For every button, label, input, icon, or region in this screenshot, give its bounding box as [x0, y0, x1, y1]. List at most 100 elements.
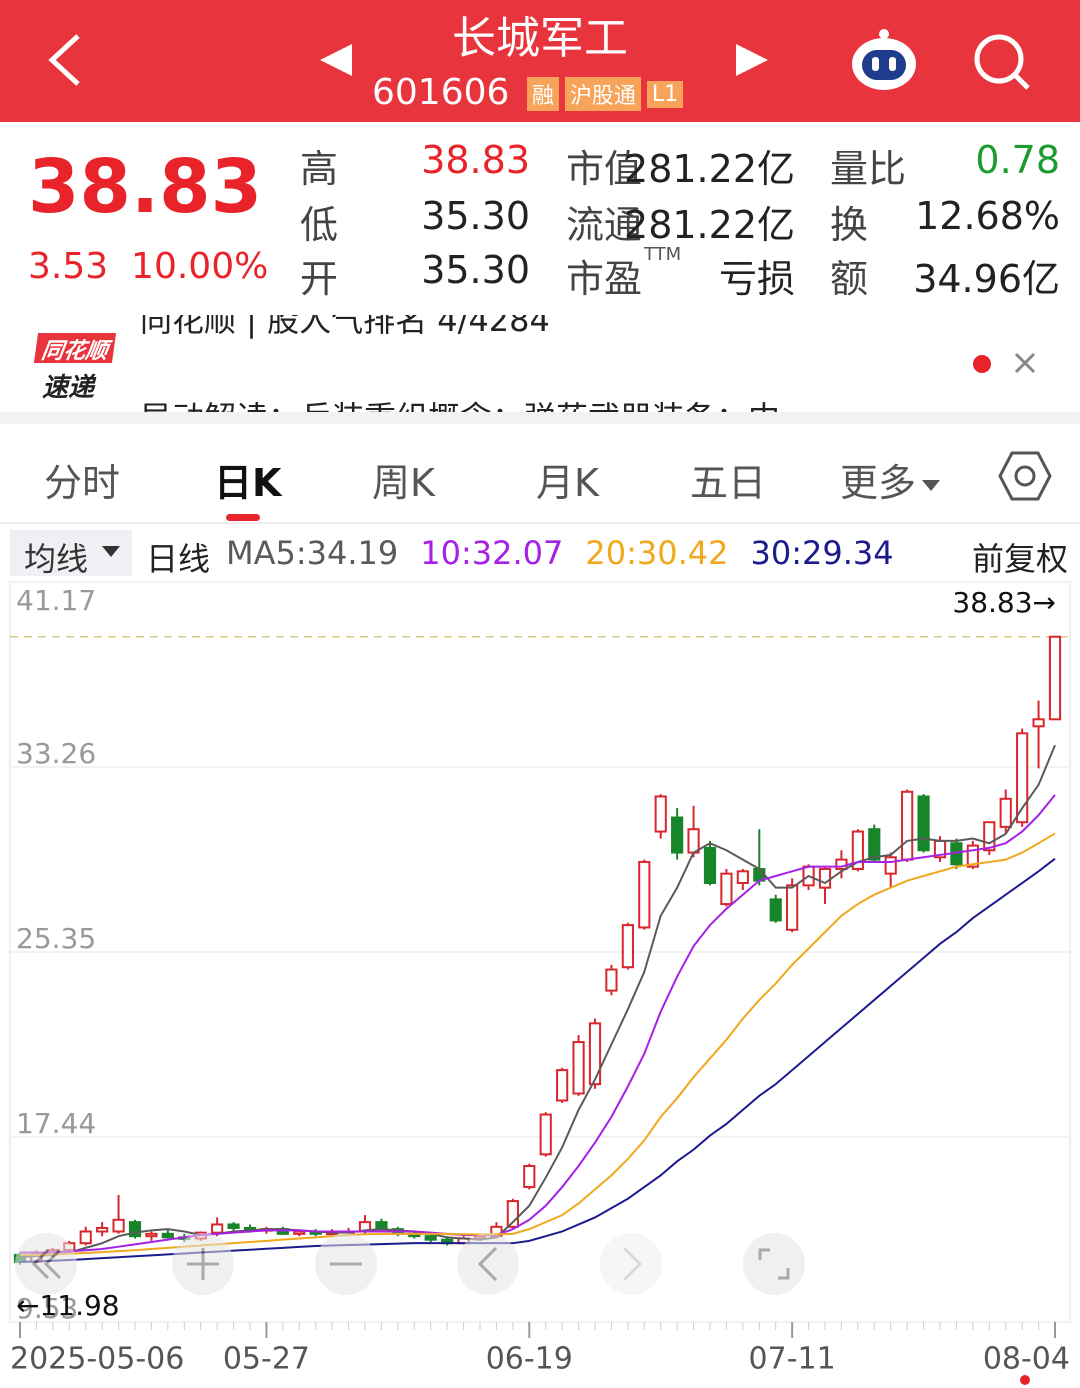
- stat-label: 额: [830, 257, 869, 301]
- ma-button[interactable]: 均线: [10, 530, 132, 578]
- stat-label: 流通: [566, 203, 643, 247]
- news-bar: 同花顺 速递 同花顺 | 股人气排名 4/4284 异动解读：兵装重组概念；弹药…: [0, 315, 1080, 412]
- stock-code-row: 601606 融沪股通 L1: [372, 72, 684, 113]
- back-button[interactable]: [40, 30, 90, 90]
- news-line[interactable]: 异动解读：兵装重组概念；弹药武器装备；中: [140, 393, 780, 412]
- scroll-left-button[interactable]: [457, 1233, 519, 1295]
- badge: 沪股通: [564, 77, 641, 111]
- candle-body: [572, 1041, 585, 1095]
- stat-label: 低: [300, 203, 339, 247]
- candle-body: [506, 1200, 519, 1228]
- stat-value: 281.22亿: [624, 147, 795, 191]
- candle-body: [1032, 718, 1045, 728]
- next-stock[interactable]: [734, 42, 770, 78]
- candle-body: [851, 830, 864, 870]
- period-label: 日线: [146, 540, 211, 578]
- stat-value: 38.83: [421, 138, 530, 182]
- x-tick-label: 08-04: [983, 1342, 1070, 1377]
- settings-icon[interactable]: [998, 450, 1052, 502]
- candle-body: [1016, 732, 1029, 824]
- x-tick-label: 05-27: [223, 1342, 310, 1377]
- y-tick-label: 25.35: [16, 922, 96, 955]
- ma-button-label: 均线: [24, 540, 89, 578]
- legend-item: MA5:34.19: [226, 534, 399, 572]
- x-tick-label: 2025-05-06: [10, 1342, 184, 1377]
- legend-item: 10:32.07: [420, 534, 564, 572]
- candle-body: [818, 867, 832, 889]
- quote-panel: 38.83 3.53 10.00% 高 38.83 市值 281.22亿 量比 0.78 低…: [0, 122, 1080, 315]
- scroll-right-button[interactable]: [600, 1233, 662, 1295]
- stat-label: 市值: [566, 147, 643, 191]
- zoom-in-button[interactable]: [172, 1233, 234, 1295]
- news-logo-bottom: 速递: [42, 373, 95, 403]
- scroll-start-button[interactable]: [15, 1233, 77, 1295]
- candle-body: [720, 872, 733, 906]
- candle-body: [588, 1022, 602, 1086]
- stat-value: 0.78: [975, 138, 1060, 182]
- candle-body: [835, 858, 848, 870]
- high-label: 38.83→: [952, 586, 1056, 619]
- stat-value: 12.68%: [915, 194, 1060, 238]
- zoom-out-button[interactable]: [315, 1233, 377, 1295]
- candle-body: [786, 884, 799, 931]
- x-tick-label: 07-11: [749, 1342, 836, 1377]
- candle-body: [868, 828, 881, 861]
- candle-body: [605, 968, 618, 992]
- stock-code: 601606: [372, 72, 510, 113]
- candle-body: [523, 1165, 536, 1189]
- stat-value: 34.96亿: [913, 257, 1060, 301]
- stat-label-sup: TTM: [644, 244, 682, 265]
- candle-body: [999, 797, 1012, 828]
- news-line[interactable]: 同花顺 | 股人气排名 4/4284: [140, 315, 550, 339]
- divider: [0, 412, 1080, 424]
- news-logo-top: 同花顺: [33, 333, 117, 364]
- chart-controls: [15, 1233, 805, 1295]
- candle-body: [901, 790, 914, 861]
- news-controls[interactable]: [966, 347, 1046, 383]
- search-icon[interactable]: [972, 32, 1032, 92]
- ma-line: [20, 832, 1056, 1256]
- candle-body: [556, 1069, 569, 1102]
- tab[interactable]: 分时: [44, 461, 121, 505]
- stat-label: 开: [300, 257, 339, 301]
- candle-body: [917, 795, 930, 852]
- ma-line: [20, 794, 1056, 1254]
- stat-label: 换: [830, 203, 869, 247]
- tab[interactable]: 月K: [536, 461, 599, 505]
- x-tick-label: 06-19: [486, 1342, 573, 1377]
- stat-value: 35.30: [421, 194, 530, 238]
- candle-body: [621, 924, 634, 969]
- candle-body: [802, 865, 815, 887]
- ma-line: [19, 857, 1056, 1263]
- stat-label: 高: [300, 147, 339, 191]
- current-marker: [1020, 1375, 1030, 1385]
- stat-label: 市盈: [566, 257, 643, 301]
- badge: 融: [526, 77, 559, 111]
- y-tick-label: 41.17: [16, 584, 96, 617]
- tab[interactable]: 日K: [214, 461, 282, 505]
- stat-label: 量比: [830, 147, 907, 191]
- change-percent: 10.00%: [131, 246, 269, 287]
- candle-body: [884, 856, 897, 875]
- fullscreen-button[interactable]: [743, 1233, 805, 1295]
- header: 长城军工 601606 融沪股通 L1: [0, 0, 1080, 122]
- stock-name: 长城军工: [452, 13, 628, 64]
- stat-value: 35.30: [421, 248, 530, 292]
- candle-body: [539, 1113, 552, 1156]
- y-tick-label: 17.44: [16, 1107, 96, 1140]
- tab[interactable]: 更多: [840, 452, 941, 507]
- last-price: 38.83: [28, 144, 263, 230]
- candle-body: [687, 828, 700, 854]
- prev-stock[interactable]: [318, 42, 354, 78]
- candle-body: [638, 860, 651, 929]
- tab[interactable]: 五日: [690, 461, 767, 505]
- candle-body: [933, 839, 947, 859]
- tab[interactable]: 周K: [372, 461, 435, 505]
- adjust-label[interactable]: 前复权: [971, 540, 1068, 578]
- badge: L1: [646, 80, 684, 108]
- divider: [0, 522, 1080, 524]
- candle-body: [769, 898, 782, 922]
- assistant-icon[interactable]: [848, 26, 920, 92]
- dropdown-arrow: [922, 480, 941, 491]
- candle-body: [983, 821, 996, 852]
